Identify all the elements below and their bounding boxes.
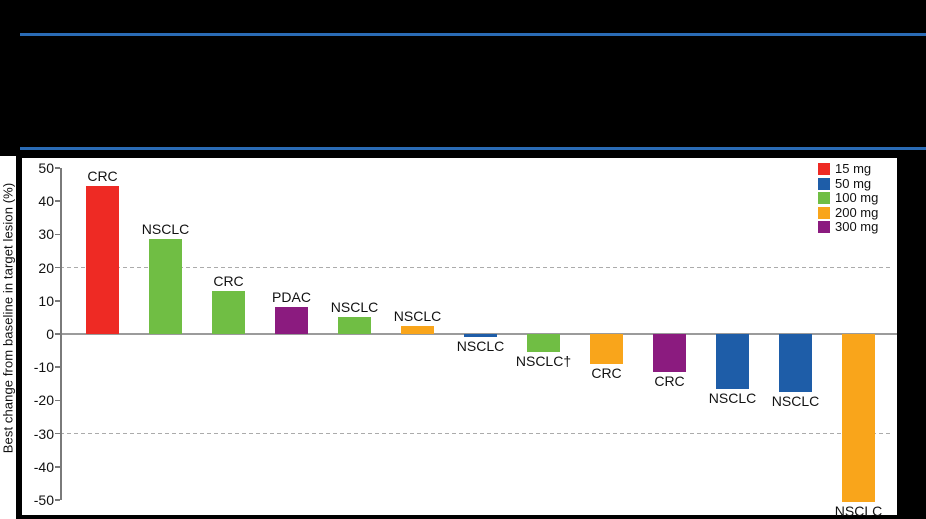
y-tick--40 [55, 466, 60, 468]
legend-swatch-icon [818, 163, 830, 175]
y-tick--50 [55, 499, 60, 501]
bar-9-crc [590, 334, 623, 364]
y-axis-title-strip: Best change from baseline in target lesi… [0, 156, 16, 519]
bar-8-nsclc [527, 334, 560, 353]
y-tick-20 [55, 266, 60, 269]
bar-4-pdac [275, 307, 308, 334]
bar-label-13: NSCLC [834, 502, 883, 519]
bar-label-2: NSCLC [141, 221, 190, 238]
y-tick-label--50: -50 [33, 492, 54, 508]
y-tick-label-30: 30 [38, 226, 54, 243]
bar-label-10: CRC [654, 373, 685, 390]
bar-label-9: CRC [591, 364, 622, 381]
legend-swatch-icon [818, 192, 830, 204]
bar-13-nsclc [842, 334, 875, 502]
legend-label: 100 mg [835, 190, 879, 205]
y-tick-label--30: -30 [33, 425, 54, 442]
legend-label: 300 mg [835, 219, 879, 234]
y-tick-0 [55, 333, 60, 335]
y-tick-label--40: -40 [33, 458, 54, 475]
bar-label-5: NSCLC [330, 299, 379, 316]
y-tick-40 [55, 200, 60, 202]
bar-6-nsclc [401, 326, 434, 334]
legend-swatch-icon [818, 177, 830, 190]
bar-label-12: NSCLC [771, 393, 820, 410]
y-tick-label-20: 20 [38, 259, 54, 276]
bar-10-crc [653, 334, 686, 373]
y-axis-line [60, 168, 62, 500]
y-tick--10 [55, 366, 60, 368]
y-tick-label--20: -20 [33, 392, 54, 409]
bar-label-6: NSCLC [393, 308, 442, 325]
y-tick-label-0: 0 [46, 326, 54, 342]
bar-label-11: NSCLC [708, 389, 757, 406]
bar-label-4: PDAC [272, 289, 311, 306]
y-tick-label-40: 40 [38, 193, 54, 210]
y-tick--30 [55, 432, 60, 435]
legend-label: 15 mg [835, 161, 872, 176]
bar-label-7: NSCLC [456, 338, 505, 355]
y-tick-label-50: 50 [38, 160, 54, 176]
bar-5-nsclc [338, 317, 371, 334]
dashed-reference-line-20 [60, 266, 893, 269]
y-tick-50 [55, 167, 60, 169]
top-divider-line [20, 33, 926, 36]
y-tick-30 [55, 233, 60, 236]
bar-label-1: CRC [87, 168, 118, 185]
legend-swatch-icon [818, 206, 830, 219]
legend-label: 200 mg [835, 204, 879, 220]
legend-swatch-icon [818, 221, 830, 233]
y-tick--20 [55, 399, 60, 402]
y-tick-label--10: -10 [33, 359, 54, 376]
bar-1-crc [86, 186, 119, 334]
bar-7-nsclc [464, 334, 497, 338]
y-axis-title: Best change from baseline in target lesi… [0, 182, 16, 453]
bar-label-8: NSCLC† [515, 353, 572, 370]
waterfall-plot-panel: 50 40 30 20 10 0 -10 -20 -30 -40 -50 CRC NSCLC CRC PD… [22, 158, 897, 518]
bar-label-3: CRC [213, 272, 244, 289]
header-divider-line [20, 147, 926, 150]
bar-11-nsclc [716, 334, 749, 389]
y-tick-label-10: 10 [38, 292, 54, 309]
bar-3-crc [212, 290, 245, 334]
bar-12-nsclc [779, 334, 812, 393]
legend-label: 50 mg [835, 175, 872, 191]
bar-2-nsclc [149, 239, 182, 334]
dashed-reference-line--30 [60, 432, 893, 435]
y-tick-10 [55, 300, 60, 302]
zero-baseline-line [60, 333, 897, 335]
